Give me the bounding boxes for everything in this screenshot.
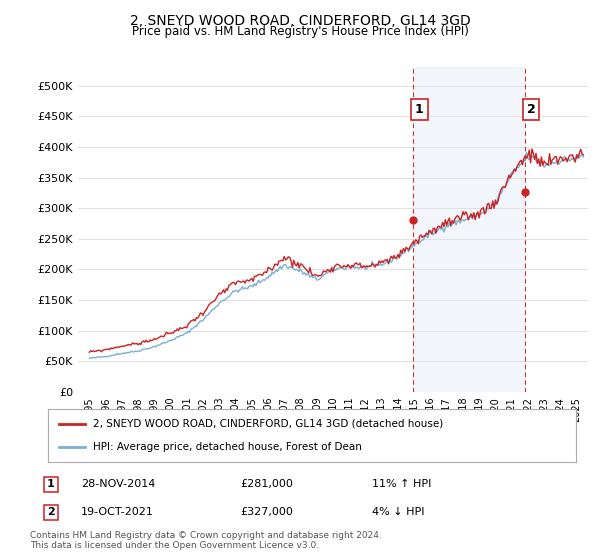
Text: 2: 2 — [527, 103, 536, 116]
Text: Price paid vs. HM Land Registry's House Price Index (HPI): Price paid vs. HM Land Registry's House … — [131, 25, 469, 38]
Text: 4% ↓ HPI: 4% ↓ HPI — [372, 507, 425, 517]
Text: HPI: Average price, detached house, Forest of Dean: HPI: Average price, detached house, Fore… — [93, 442, 362, 452]
Text: 2, SNEYD WOOD ROAD, CINDERFORD, GL14 3GD (detached house): 2, SNEYD WOOD ROAD, CINDERFORD, GL14 3GD… — [93, 419, 443, 429]
Text: 28-NOV-2014: 28-NOV-2014 — [81, 479, 155, 489]
Text: Contains HM Land Registry data © Crown copyright and database right 2024.
This d: Contains HM Land Registry data © Crown c… — [30, 530, 382, 550]
Text: 2, SNEYD WOOD ROAD, CINDERFORD, GL14 3GD: 2, SNEYD WOOD ROAD, CINDERFORD, GL14 3GD — [130, 14, 470, 28]
Text: 1: 1 — [415, 103, 424, 116]
Text: 19-OCT-2021: 19-OCT-2021 — [81, 507, 154, 517]
Text: 11% ↑ HPI: 11% ↑ HPI — [372, 479, 431, 489]
Text: 2: 2 — [47, 507, 55, 517]
Text: 1: 1 — [47, 479, 55, 489]
Bar — [413, 67, 524, 392]
Text: £327,000: £327,000 — [240, 507, 293, 517]
Text: £281,000: £281,000 — [240, 479, 293, 489]
